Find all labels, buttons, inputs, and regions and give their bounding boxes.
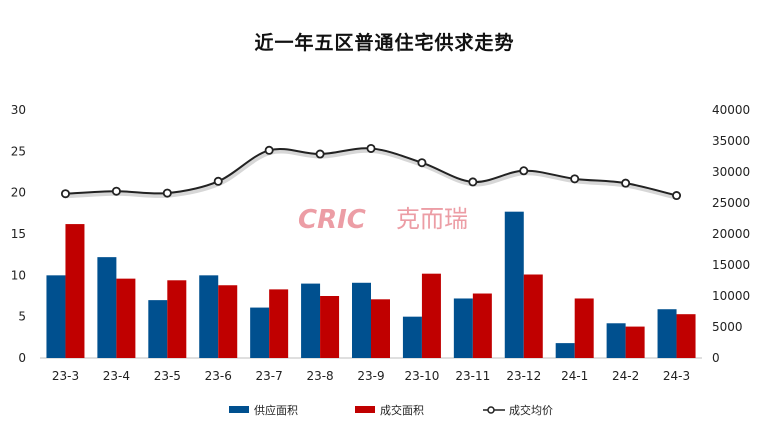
price-point: [417, 158, 427, 168]
supply-bar: [199, 275, 219, 358]
x-tick-label: 24-1: [561, 369, 588, 383]
legend-label: 成交均价: [509, 403, 553, 417]
price-point: [162, 188, 172, 198]
supply-bar: [555, 343, 575, 358]
y-right-tick-label: 30000: [712, 165, 750, 179]
legend: 供应面积 成交面积 成交均价: [229, 403, 553, 417]
line-layer: [60, 143, 682, 201]
price-point: [519, 166, 529, 176]
price-point: [366, 143, 376, 153]
y-left-tick-label: 10: [11, 268, 26, 282]
supply-bar: [606, 323, 626, 358]
deal-bar: [116, 278, 136, 358]
y-right-tick-label: 40000: [712, 103, 750, 117]
price-point: [621, 178, 631, 188]
price-point: [60, 189, 70, 199]
x-tick-label: 24-3: [663, 369, 690, 383]
y-left-tick-label: 30: [11, 103, 26, 117]
x-tick-label: 23-11: [455, 369, 490, 383]
y-right-tick-label: 10000: [712, 289, 750, 303]
supply-bar: [352, 282, 371, 358]
y-right-tick-label: 5000: [712, 320, 743, 334]
deal-bar: [371, 299, 390, 358]
price-point: [264, 145, 274, 155]
deal-bar: [574, 298, 594, 358]
x-tick-label: 23-12: [506, 369, 541, 383]
x-tick-label: 23-7: [256, 369, 283, 383]
price-point: [111, 186, 121, 196]
x-tick-label: 23-6: [205, 369, 232, 383]
x-tick-label: 23-5: [154, 369, 181, 383]
supply-bar: [148, 300, 168, 358]
supply-bar: [657, 309, 677, 358]
legend-supply-swatch: [229, 406, 249, 413]
legend-label: 供应面积: [254, 403, 298, 417]
deal-bar: [320, 296, 340, 358]
supply-bar: [504, 211, 524, 358]
watermark-latin: CRIC: [298, 205, 366, 235]
y-left-tick-label: 15: [11, 227, 26, 241]
supply-bar: [97, 257, 117, 358]
ticks-layer: 0 5 10 15 20 25 30 0 5000 10000 15000 20000 25000 300…: [11, 103, 750, 383]
watermark: CRIC 克而瑞: [298, 205, 468, 235]
bars-layer: [46, 211, 696, 358]
price-line-shadow: [66, 147, 679, 200]
y-right-tick-label: 25000: [712, 196, 750, 210]
y-right-tick-label: 0: [712, 351, 720, 365]
price-point: [672, 191, 682, 201]
deal-bar: [676, 314, 696, 358]
price-line: [65, 147, 677, 197]
legend-label: 成交面积: [380, 403, 424, 417]
deal-bar: [167, 280, 187, 358]
y-left-tick-label: 25: [11, 144, 26, 158]
deal-bar: [218, 285, 238, 358]
price-point: [468, 177, 478, 187]
deal-bar: [421, 273, 441, 358]
supply-bar: [250, 307, 270, 358]
price-point: [570, 174, 580, 184]
supply-bar: [46, 275, 66, 358]
y-left-tick-label: 5: [18, 310, 26, 324]
watermark-cjk: 克而瑞: [396, 205, 468, 233]
deal-bar: [523, 274, 543, 358]
price-point: [315, 149, 325, 159]
x-tick-label: 23-8: [306, 369, 333, 383]
y-right-tick-label: 35000: [712, 134, 750, 148]
deal-bar: [625, 326, 645, 358]
deal-bar: [65, 224, 85, 358]
supply-bar: [453, 298, 473, 358]
y-left-tick-label: 0: [18, 351, 26, 365]
chart-title: 近一年五区普通住宅供求走势: [254, 32, 515, 54]
y-left-tick-label: 20: [11, 186, 26, 200]
deal-bar: [472, 293, 492, 358]
x-tick-label: 23-3: [52, 369, 79, 383]
x-tick-label: 24-2: [612, 369, 639, 383]
supply-bar: [402, 316, 422, 358]
legend-price-swatch-marker: [487, 406, 495, 414]
x-tick-label: 23-9: [357, 369, 384, 383]
y-right-tick-label: 15000: [712, 258, 750, 272]
supply-bar: [301, 283, 321, 358]
price-point: [213, 176, 223, 186]
legend-deal-swatch: [355, 406, 375, 413]
x-tick-label: 23-4: [103, 369, 130, 383]
deal-bar: [269, 289, 289, 358]
y-right-tick-label: 20000: [712, 227, 750, 241]
x-tick-label: 23-10: [404, 369, 439, 383]
